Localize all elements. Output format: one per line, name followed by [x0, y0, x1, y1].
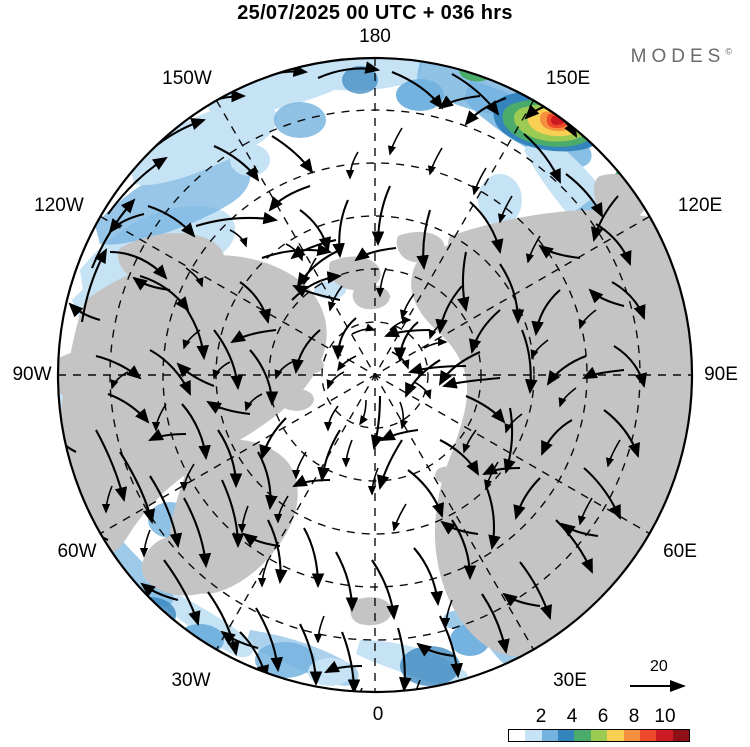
wind-vectors-small [101, 127, 621, 692]
lon-label-30W: 30W [171, 670, 211, 691]
colorbar-tick-4: 4 [566, 706, 578, 727]
colorbar-band-1 [525, 730, 542, 741]
lon-label-0: 0 [372, 704, 384, 725]
lon-label-60E: 60E [663, 541, 697, 562]
colorbar-tick-2: 2 [535, 706, 547, 727]
wind-reference-scale: 20 [628, 658, 708, 698]
colorbar-band-8 [639, 730, 657, 741]
colorbar-band-10 [672, 730, 689, 741]
lon-label-150E: 150E [545, 68, 591, 89]
colorbar-band-2 [541, 730, 559, 741]
lon-label-120E: 120E [677, 195, 723, 216]
colorbar-tick-6: 6 [597, 706, 609, 727]
colorbar-tick-10: 10 [654, 706, 676, 727]
colorbar-band-3 [558, 730, 575, 741]
wind-scale-label: 20 [650, 658, 668, 675]
lon-label-180: 180 [359, 26, 391, 47]
colorbar [508, 729, 690, 742]
lon-label-30E: 30E [553, 670, 587, 691]
lon-label-90E: 90E [704, 364, 738, 385]
page-title: 25/07/2025 00 UTC + 036 hrs [237, 2, 513, 24]
colorbar-band-4 [574, 730, 591, 741]
brand-text: MODES [630, 46, 726, 67]
lon-label-120W: 120W [34, 195, 84, 216]
colorbar-tick-8: 8 [628, 706, 640, 727]
colorbar-band-7 [623, 730, 640, 741]
colorbar-band-0 [509, 730, 526, 741]
colorbar-band-5 [590, 730, 608, 741]
colorbar-band-6 [607, 730, 624, 741]
copyright-icon: © [725, 46, 732, 57]
wind-reference-arrow [630, 680, 686, 692]
lon-label-60W: 60W [57, 541, 97, 562]
modes-logo: MODES© [631, 46, 732, 68]
colorbar-band-9 [656, 730, 673, 741]
wind-vectors-westward [58, 94, 625, 673]
lon-label-150W: 150W [162, 68, 212, 89]
map-boundary-circle [56, 56, 694, 694]
lon-label-90W: 90W [12, 364, 52, 385]
